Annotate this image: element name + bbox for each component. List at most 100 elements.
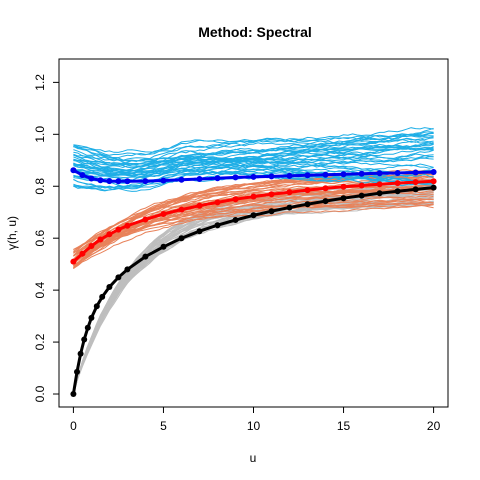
mean-series-point [77, 350, 84, 357]
mean-series-point [115, 178, 122, 185]
bundle-curve [73, 142, 434, 173]
mean-series-point [81, 336, 88, 343]
y-tick-label: 1.2 [33, 74, 47, 91]
mean-series-group [70, 167, 437, 397]
x-tick-label: 0 [70, 419, 77, 433]
mean-series-point [232, 196, 239, 203]
mean-series-point [79, 250, 86, 257]
y-tick-label: 1.0 [33, 126, 47, 143]
mean-series-point [358, 170, 365, 177]
x-tick-label: 5 [160, 419, 167, 433]
y-tick-label: 0.4 [33, 281, 47, 298]
mean-series-point [79, 172, 86, 179]
bundle-curve [73, 147, 434, 167]
mean-series-point [304, 187, 311, 194]
mean-series-point [93, 303, 100, 310]
mean-series-point [430, 178, 437, 185]
bundles-group [72, 127, 434, 395]
mean-series-point [106, 231, 113, 238]
mean-series-point [340, 195, 347, 202]
mean-series-point [124, 178, 131, 185]
mean-series-point [142, 216, 149, 223]
y-tick-label: 0.8 [33, 178, 47, 195]
mean-series-point [322, 198, 329, 205]
bundle-curve [73, 204, 434, 260]
mean-series-point [115, 274, 122, 281]
mean-series-point [70, 391, 77, 397]
mean-series-point [214, 222, 221, 229]
mean-series-point [268, 208, 275, 215]
bundle-curve [73, 185, 434, 268]
mean-series-point [124, 222, 131, 229]
bundle-curve [73, 163, 434, 184]
mean-series-point [412, 169, 419, 176]
bundle-curve [73, 136, 434, 159]
y-tick-label: 0.2 [33, 333, 47, 350]
mean-series-point [70, 258, 77, 265]
mean-series-point [340, 183, 347, 190]
mean-series-point [178, 206, 185, 213]
mean-series-point [340, 171, 347, 178]
mean-series-point [97, 177, 104, 184]
mean-series-point [160, 177, 167, 184]
mean-series-point [394, 188, 401, 195]
mean-series-point [70, 167, 77, 174]
mean-series-point [88, 243, 95, 249]
mean-series-point [142, 253, 149, 260]
mean-series-point [268, 191, 275, 198]
x-axis: 0 5 10 15 20 [70, 407, 441, 433]
mean-series-point [178, 176, 185, 183]
mean-series-point [99, 293, 106, 300]
mean-series-point [142, 178, 149, 185]
bundle-curve [73, 156, 434, 191]
bundle-curve [73, 127, 434, 162]
mean-series-point [124, 266, 131, 273]
mean-series-point [232, 174, 239, 181]
mean-series-point [286, 189, 293, 196]
mean-series-point [84, 324, 91, 331]
mean-series-point [214, 199, 221, 206]
y-tick-label: 0.0 [33, 385, 47, 402]
bundle-curve [73, 196, 434, 262]
mean-series-point [394, 180, 401, 187]
mean-series-point [106, 178, 113, 185]
mean-series-point [412, 179, 419, 186]
mean-series-point [304, 201, 311, 208]
mean-series-point [376, 170, 383, 177]
mean-series-point [250, 212, 257, 219]
mean-series-point [376, 190, 383, 197]
mean-series-point [358, 192, 365, 199]
mean-series-point [88, 175, 95, 182]
x-tick-label: 20 [427, 419, 441, 433]
mean-series-point [160, 211, 167, 217]
bundle-curve [73, 151, 434, 174]
mean-series-point [358, 182, 365, 189]
mean-series-point [304, 172, 311, 179]
mean-series-point [268, 173, 275, 180]
mean-series-point [74, 368, 80, 375]
mean-series-point [97, 236, 104, 243]
y-axis: 0.0 0.2 0.4 0.6 0.8 1.0 1.2 [33, 74, 59, 402]
mean-series-point [160, 243, 167, 250]
bundle-curve [73, 174, 434, 260]
mean-series-point [394, 170, 401, 176]
mean-series-point [88, 314, 95, 321]
mean-series-point [412, 186, 419, 193]
bundle-curve [73, 156, 434, 174]
mean-series-point [376, 181, 383, 188]
mean-series-point [322, 185, 329, 192]
y-tick-label: 0.6 [33, 230, 47, 247]
x-axis-label: u [250, 451, 257, 465]
bundle-curve [73, 149, 434, 189]
mean-series-point [196, 202, 203, 209]
mean-series-point [322, 171, 329, 178]
mean-series-point [430, 169, 437, 175]
mean-series-point [250, 173, 257, 180]
chart-title: Method: Spectral [198, 24, 312, 40]
mean-series-point [106, 284, 113, 290]
x-tick-label: 10 [247, 419, 261, 433]
mean-series-point [430, 184, 437, 191]
mean-series-point [178, 235, 185, 242]
x-tick-label: 15 [337, 419, 351, 433]
